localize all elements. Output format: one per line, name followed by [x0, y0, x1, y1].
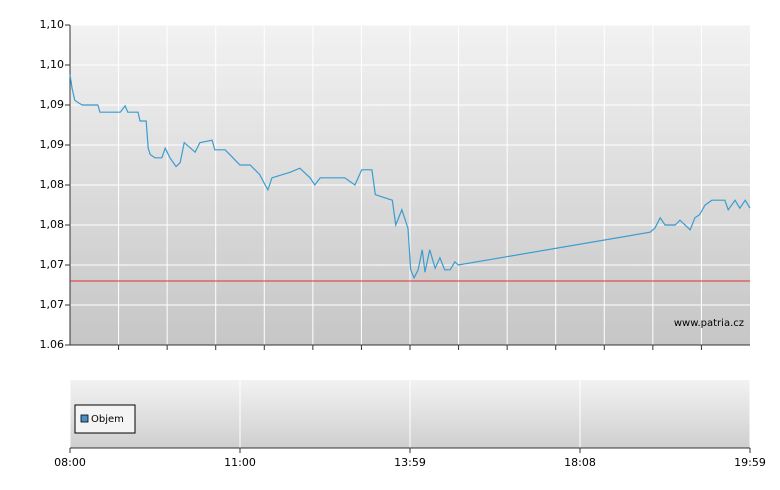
price-line — [69, 74, 751, 280]
legend-swatch — [80, 414, 89, 423]
x-tick-label: 19:59 — [734, 456, 766, 469]
x-tick-label: 13:59 — [394, 456, 426, 469]
y-tick-label: 1,08 — [40, 178, 65, 191]
y-tick-label: 1.06 — [40, 338, 65, 351]
x-tick-label: 18:08 — [564, 456, 596, 469]
y-tick-label: 1,09 — [40, 98, 65, 111]
x-tick-label: 11:00 — [224, 456, 256, 469]
legend-label: Objem — [91, 414, 124, 425]
y-tick-label: 1,10 — [40, 18, 65, 31]
y-tick-label: 1,08 — [40, 218, 65, 231]
y-tick-label: 1,10 — [40, 58, 65, 71]
y-tick-label: 1,09 — [40, 138, 65, 151]
watermark: www.patria.cz — [674, 318, 744, 329]
y-tick-label: 1,07 — [40, 258, 65, 271]
y-tick-label: 1,07 — [40, 298, 65, 311]
x-tick-label: 08:00 — [54, 456, 86, 469]
